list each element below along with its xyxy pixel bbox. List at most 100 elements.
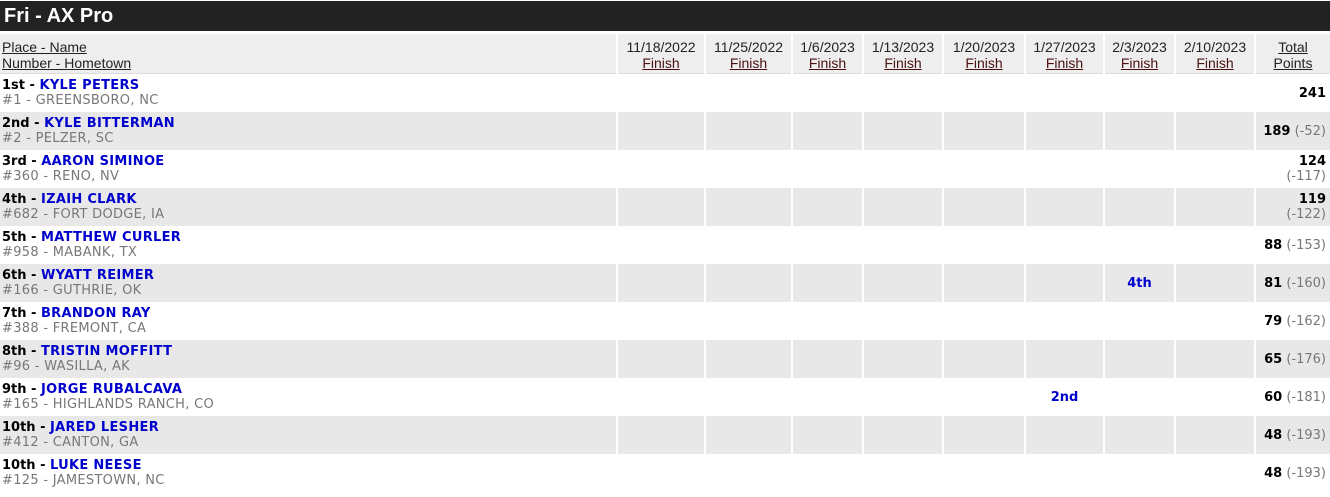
finish-cell [706,226,791,264]
finish-cell [706,74,791,112]
sort-place-name-link[interactable]: Place - Name [2,39,87,55]
sort-finish-link[interactable]: Finish [965,55,1003,71]
sort-finish-link[interactable]: Finish [1120,55,1159,71]
sort-finish-link[interactable]: Finish [808,55,847,71]
driver-name-link[interactable]: AARON SIMINOE [41,154,165,169]
finish-cell [864,188,942,226]
finish-cell [1176,74,1254,112]
finish-cell [1105,112,1174,150]
sort-finish-link[interactable]: Finish [884,55,922,71]
sort-finish-link[interactable]: Finish [642,55,680,71]
total-points: 60 [1264,389,1283,405]
sort-number-hometown-link[interactable]: Number - Hometown [2,55,132,71]
driver-cell: 1st - KYLE PETERS #1 - GREENSBORO, NC [2,78,159,108]
hometown: FREMONT, CA [52,321,147,336]
event-header: 1/27/2023 Finish [1026,34,1103,74]
place: 5th [2,230,27,245]
driver-name-link[interactable]: KYLE BITTERMAN [44,116,175,131]
total-cell: 48 (-193) [1256,454,1330,492]
total-points: 88 [1264,237,1283,253]
finish-cell [793,226,862,264]
total-points: 48 [1264,465,1283,481]
driver-name-link[interactable]: IZAIH CLARK [40,192,137,207]
sort-finish-link[interactable]: Finish [1196,55,1234,71]
driver-number: #165 [2,397,39,412]
finish-cell [618,188,704,226]
finish-cell [1026,112,1103,150]
finish-cell [793,340,862,378]
points-behind: (-122) [1286,207,1326,222]
driver-name-link[interactable]: JARED LESHER [50,420,160,435]
finish-cell [618,74,704,112]
driver-name-link[interactable]: TRISTIN MOFFITT [40,344,173,359]
driver-number: #958 [2,245,39,260]
finish-cell[interactable]: 4th [1105,264,1174,302]
finish-cell [944,74,1024,112]
finish-cell [706,112,791,150]
driver-name-link[interactable]: MATTHEW CURLER [40,230,182,245]
finish-cell [1176,188,1254,226]
finish-cell [618,150,704,188]
finish-cell [944,378,1024,416]
points-behind: (-181) [1286,389,1326,405]
finish-cell [618,226,704,264]
place: 1st [2,78,25,93]
finish-cell [793,150,862,188]
place: 9th [2,382,27,397]
total-cell: 60 (-181) [1256,378,1330,416]
finish-cell [618,378,704,416]
finish-cell [944,112,1024,150]
finish-cell [793,112,862,150]
event-header: 1/20/2023 Finish [944,34,1024,74]
driver-cell: 5th - MATTHEW CURLER #958 - MABANK, TX [2,230,182,260]
event-header: 1/13/2023 Finish [864,34,942,74]
finish-cell [1176,302,1254,340]
finish-cell [1176,112,1254,150]
driver-name-link[interactable]: KYLE PETERS [39,78,140,93]
total-cell: 79 (-162) [1256,302,1330,340]
driver-name-link[interactable]: LUKE NEESE [50,458,142,473]
standings-table: Place - Name Number - Hometown 11/18/202… [0,34,1330,492]
place: 3rd [2,154,27,169]
finish-cell [864,378,942,416]
finish-cell [864,74,942,112]
total-cell: 124 (-117) [1256,150,1330,188]
event-date: 2/3/2023 [1112,39,1167,55]
finish-cell [1105,378,1174,416]
driver-name-link[interactable]: BRANDON RAY [40,306,151,321]
driver-number: #96 [2,359,31,374]
driver-name-link[interactable]: WYATT REIMER [40,268,155,283]
finish-cell [864,302,942,340]
finish-cell [1105,188,1174,226]
finish-cell [1026,416,1103,454]
table-row: 6th - WYATT REIMER #166 - GUTHRIE, OK 4th 8… [0,264,1330,302]
total-cell: 65 (-176) [1256,340,1330,378]
driver-name-link[interactable]: JORGE RUBALCAVA [40,382,183,397]
event-header: 1/6/2023 Finish [793,34,862,74]
driver-cell: 8th - TRISTIN MOFFITT #96 - WASILLA, AK [0,340,616,378]
sort-finish-link[interactable]: Finish [729,55,768,71]
place: 10th [2,420,36,435]
points-behind: (-176) [1286,351,1326,367]
driver-number: #1 [2,93,22,108]
total-cell: 88 (-153) [1256,226,1330,264]
event-date: 1/6/2023 [800,39,855,55]
total-points: 241 [1298,85,1326,101]
finish-cell [1105,340,1174,378]
driver-number: #166 [2,283,39,298]
finish-cell[interactable]: 2nd [1050,389,1079,405]
finish-cell [1105,454,1174,492]
finish-cell [1176,150,1254,188]
driver-cell: 2nd - KYLE BITTERMAN #2 - PELZER, SC [0,112,616,150]
driver-number: #2 [2,131,22,146]
event-date: 1/20/2023 [952,39,1016,55]
sort-total-link[interactable]: Total Points [1273,39,1313,71]
finish-cell [706,416,791,454]
total-points: 189 [1263,123,1291,139]
event-date: 11/18/2022 [626,39,696,55]
sort-finish-link[interactable]: Finish [1045,55,1084,71]
finish-cell [944,454,1024,492]
finish-cell [793,302,862,340]
finish-cell [944,188,1024,226]
total-points: 65 [1264,351,1283,367]
